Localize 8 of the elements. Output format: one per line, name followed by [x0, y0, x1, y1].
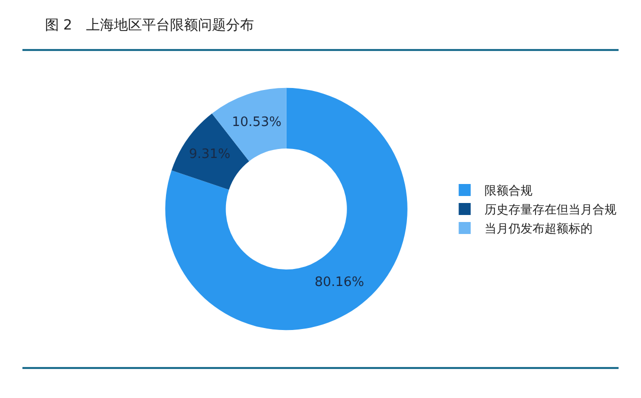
legend-label: 历史存量存在但当月合规	[484, 202, 617, 217]
donut-slice	[165, 88, 408, 330]
legend-label: 限额合规	[484, 184, 533, 198]
data-label: 10.53%	[232, 115, 282, 130]
data-label: 80.16%	[314, 275, 364, 290]
data-label: 9.31%	[189, 147, 230, 162]
legend-label: 当月仍发布超额标的	[484, 222, 593, 236]
chart-title: 图 2 上海地区平台限额问题分布	[44, 18, 254, 34]
